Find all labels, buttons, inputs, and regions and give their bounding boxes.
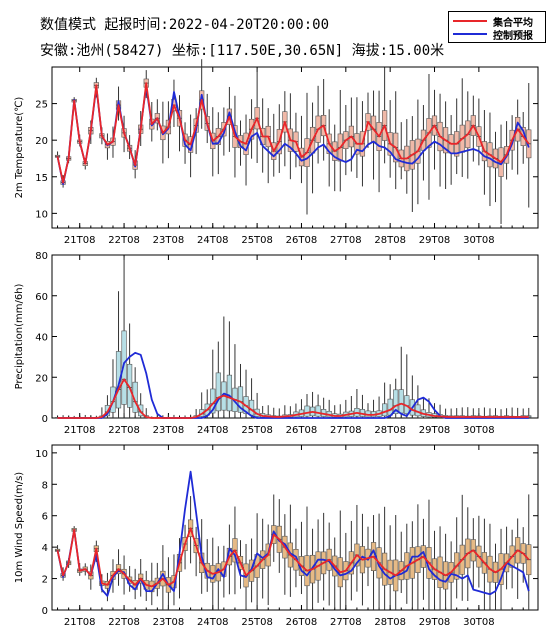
x-tick-label: 27T08 — [330, 235, 362, 246]
box-body — [398, 389, 404, 414]
y-tick-label: 40 — [35, 333, 48, 344]
control-forecast-line — [57, 351, 529, 419]
x-tick-label: 23T08 — [153, 235, 185, 246]
x-tick-label: 28T08 — [374, 617, 406, 628]
x-tick-label: 28T08 — [374, 425, 406, 436]
x-tick-label: 24T08 — [197, 235, 229, 246]
y-tick-label: 10 — [35, 449, 48, 460]
x-tick-label: 26T08 — [286, 425, 318, 436]
x-tick-label: 25T08 — [241, 425, 273, 436]
legend-label-control: 控制预报 — [493, 31, 533, 42]
y-tick-label: 60 — [35, 292, 48, 303]
x-tick-label: 21T08 — [64, 235, 96, 246]
x-tick-label: 25T08 — [241, 617, 273, 628]
y-tick-label: 80 — [35, 251, 48, 262]
box-body — [226, 374, 232, 412]
box-body — [393, 389, 399, 415]
box-body — [387, 398, 393, 416]
ensemble-mean-line — [57, 378, 529, 419]
y-tick-label: 25 — [35, 100, 48, 111]
x-tick-label: 25T08 — [241, 235, 273, 246]
y-tick-label: 20 — [35, 373, 48, 384]
box-body — [382, 403, 388, 417]
legend-label-ensemble: 集合平均 — [493, 18, 533, 29]
y-tick-label: 0 — [42, 414, 48, 425]
y-tick-label: 2 — [42, 575, 48, 586]
y-tick-label: 15 — [35, 173, 48, 184]
y-axis-label: Precipitation(mm/6h) — [14, 283, 25, 389]
ensemble-box — [237, 363, 244, 418]
y-tick-label: 20 — [35, 136, 48, 147]
y-tick-label: 6 — [42, 512, 48, 523]
ensemble-mean-line — [56, 82, 530, 184]
x-tick-label: 26T08 — [286, 235, 318, 246]
temperature-panel: 10 15 20 25 2m Temperature(℃) 21T08 22T08 23T08… — [14, 59, 539, 246]
y-tick-label: 4 — [42, 543, 48, 554]
model-init-time-title: 数值模式 起报时间:2022-04-20T20:00:00 — [40, 17, 330, 33]
ensemble-box — [121, 257, 127, 418]
x-tick-label: 24T08 — [197, 425, 229, 436]
x-tick-label: 22T08 — [108, 425, 140, 436]
legend-swatch-ensemble — [453, 20, 487, 22]
box-body — [315, 405, 321, 417]
x-tick-label: 23T08 — [153, 617, 185, 628]
x-tick-label: 26T08 — [286, 617, 318, 628]
x-tick-label: 28T08 — [374, 235, 406, 246]
x-tick-label: 22T08 — [108, 235, 140, 246]
box-body — [304, 405, 310, 417]
x-tick-label: 30T08 — [463, 617, 495, 628]
legend-item-control: 控制预报 — [453, 28, 543, 42]
x-tick-label: 23T08 — [153, 425, 185, 436]
y-tick-label: 10 — [35, 209, 48, 220]
ensemble-mean-line — [56, 527, 530, 588]
x-tick-label: 21T08 — [64, 425, 96, 436]
x-tick-label: 30T08 — [463, 425, 495, 436]
y-axis-label: 10m Wind Speed(m/s) — [14, 472, 25, 584]
x-tick-label: 24T08 — [197, 617, 229, 628]
y-tick-label: 0 — [42, 606, 48, 617]
x-tick-label: 29T08 — [419, 617, 451, 628]
x-tick-label: 29T08 — [419, 425, 451, 436]
x-tick-label: 30T08 — [463, 235, 495, 246]
legend: 集合平均 控制预报 — [448, 11, 546, 43]
y-axis-label: 2m Temperature(℃) — [14, 97, 25, 199]
legend-item-ensemble: 集合平均 — [453, 15, 543, 29]
plot-area — [51, 444, 539, 611]
box-body — [237, 386, 244, 413]
box-body — [121, 330, 127, 405]
y-tick-label: 8 — [42, 480, 48, 491]
precipitation-panel: 0 20 40 60 80 Precipitation(mm/6h) 21T08 22T08 2… — [14, 251, 539, 436]
wind-speed-panel: 0 2 4 6 8 10 10m Wind Speed(m/s) 21T08 22T08 23T0… — [14, 444, 539, 628]
x-tick-label: 21T08 — [64, 617, 96, 628]
control-forecast-line — [56, 470, 530, 597]
box-body — [127, 363, 133, 408]
x-tick-label: 29T08 — [419, 235, 451, 246]
box-body — [215, 372, 221, 412]
x-tick-label: 27T08 — [330, 425, 362, 436]
station-info-subtitle: 安徽:池州(58427) 坐标:[117.50E,30.65N] 海拔:15.0… — [40, 43, 445, 59]
x-tick-label: 27T08 — [330, 617, 362, 628]
legend-swatch-control — [453, 33, 487, 35]
x-tick-label: 22T08 — [108, 617, 140, 628]
